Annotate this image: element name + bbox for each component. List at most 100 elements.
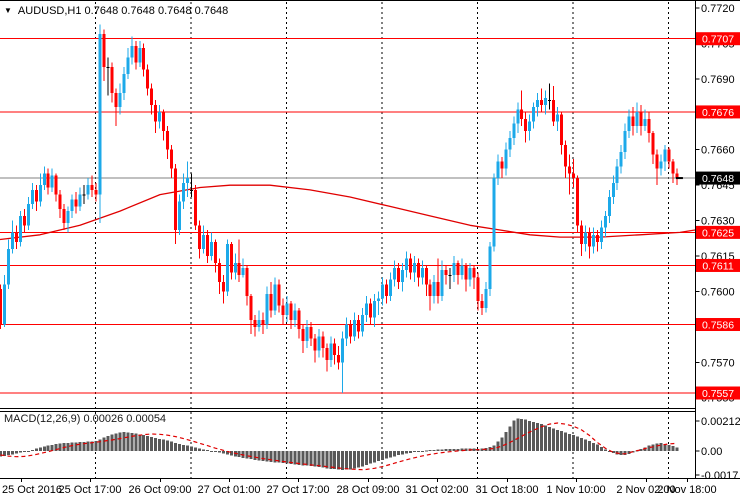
macd-bar [408,451,412,453]
candle-body [237,263,241,275]
candle-body [329,343,333,360]
candle-body [412,263,416,273]
macd-bar [396,451,400,456]
candle-body [273,284,277,311]
macd-bar [193,447,197,451]
macd-bar [309,451,313,467]
price-tick-label: 0.7600 [701,286,735,298]
macd-bar [671,446,675,451]
candle-body [548,100,552,102]
macd-bar [18,451,22,453]
macd-bar [317,451,321,468]
candle-body [233,263,237,273]
candle-body [647,119,651,134]
macd-bar [14,451,18,454]
macd-bar [663,443,667,451]
candle-body [6,248,10,285]
macd-bar [345,451,349,470]
macd-bar [66,442,70,451]
candle-body [66,211,70,223]
candle-body [297,310,301,330]
candle-body [10,232,14,249]
candle-body [82,194,86,196]
time-tick-label: 26 Oct 09:00 [129,484,192,496]
candle-body [217,263,221,282]
macd-bar [150,437,154,451]
macd-bar [257,451,261,461]
macd-bar [428,450,432,452]
macd-bar [357,451,361,468]
macd-bar [289,451,293,465]
macd-bar [440,449,444,451]
candle-body [22,215,26,226]
candle-body [102,33,106,68]
candle-body [635,111,639,127]
macd-bar [412,451,416,453]
candle-body [154,104,158,122]
candle-body [675,173,679,179]
candle-body [579,225,583,245]
macd-bar [508,426,512,451]
candle-body [166,130,170,150]
macd-bar [651,444,655,451]
macd-bar [269,451,273,462]
macd-bar [643,447,647,451]
candle-body [361,315,365,332]
macd-bar [329,451,333,469]
macd-bar [492,445,496,451]
macd-bar [174,442,178,451]
macd-bar [158,438,162,451]
macd-bar [639,449,643,451]
candle-body [193,189,197,226]
macd-histogram [0,418,679,471]
macd-bar [603,449,607,451]
candle-body [396,267,400,282]
candle-body [34,189,38,202]
macd-bar [611,451,615,454]
macd-bar [325,451,329,469]
macd-bar [38,447,42,451]
price-tick-label: 0.7690 [701,74,735,86]
candle-body [225,244,229,292]
macd-bar [567,433,571,451]
macd-bar [237,451,241,458]
candle-body [313,338,317,351]
macd-bar [142,435,146,451]
candle-body [30,189,34,205]
candle-body [309,326,313,339]
macd-bar [595,444,599,451]
macd-bar [532,422,536,451]
candle-body [205,234,209,257]
price-axis[interactable]: 0.77200.77050.76900.76750.76600.76450.76… [695,3,740,405]
candle-body [408,258,412,273]
macd-bar [201,449,205,451]
candle-body [388,279,392,297]
macd-bar [333,451,337,470]
macd-bar [22,451,26,452]
macd-bar [182,444,186,451]
macd-bar [607,451,611,452]
candle-body [42,173,46,186]
candle-body [197,225,201,249]
macd-bar [106,436,110,451]
macd-bar [369,451,373,464]
time-tick-label: 25 Oct 2016 [2,484,62,496]
macd-bar [667,445,671,451]
candle-body [325,348,329,360]
macd-bar [516,418,520,451]
candle-body [599,227,603,242]
macd-axis[interactable]: 0.00212 0.00 -0.0017 [695,416,740,482]
candle-body [345,324,349,339]
candle-body [528,121,532,131]
candle-body [269,293,273,311]
macd-bar [229,451,233,456]
macd-bar [452,448,456,451]
candle-body [245,267,249,297]
candle-body [540,100,544,105]
candle-body [114,93,118,108]
macd-bar [154,437,158,451]
macd-bar [436,449,440,451]
candle-body [380,284,384,299]
